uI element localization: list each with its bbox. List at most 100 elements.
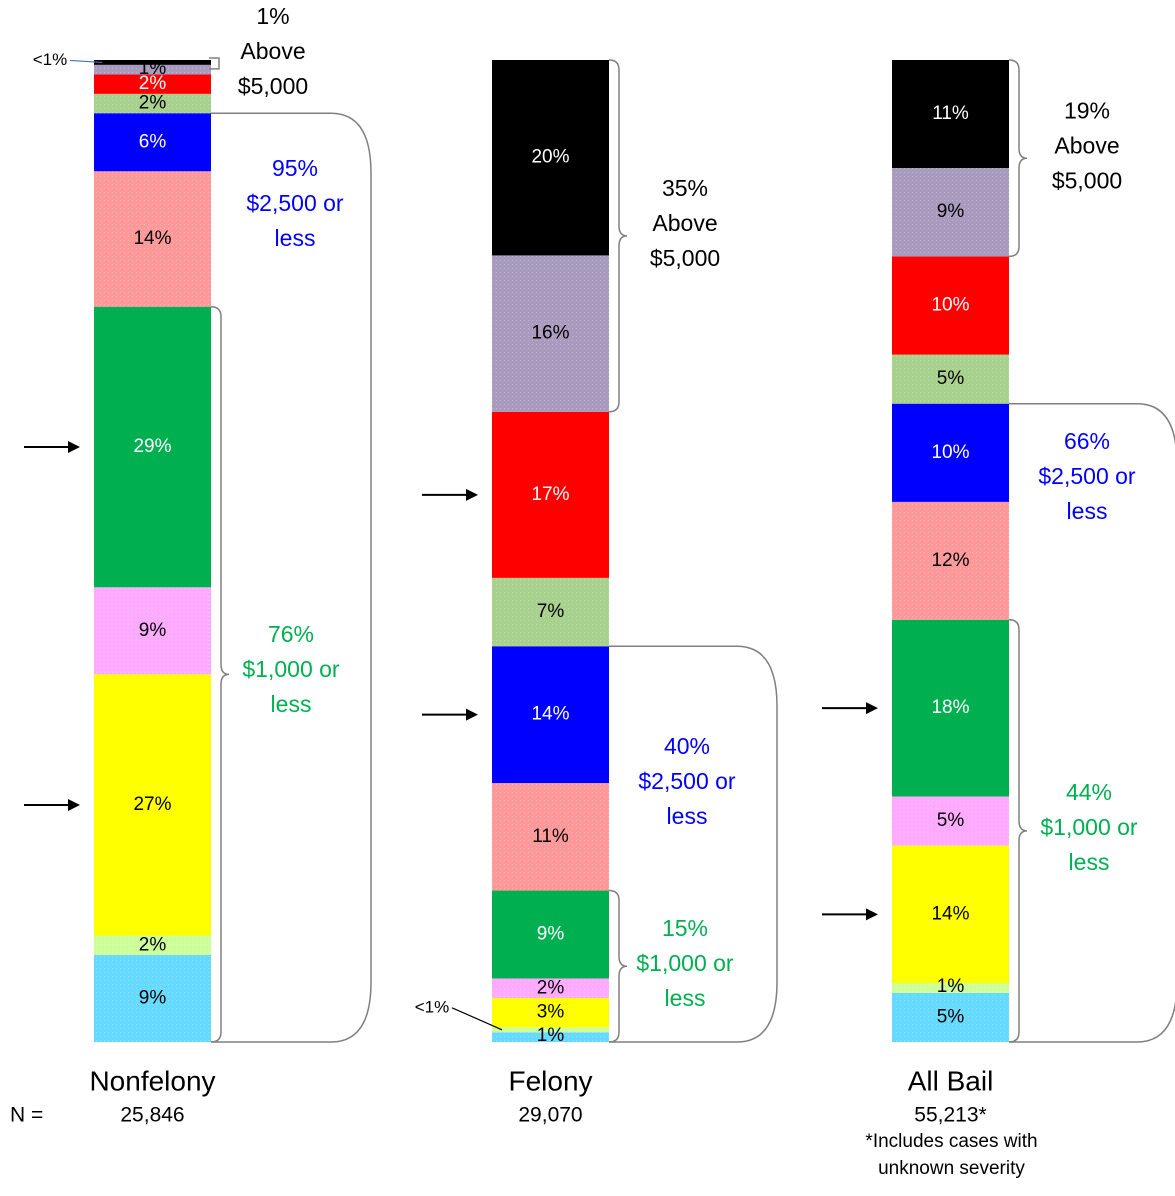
bracket-label: less: [667, 803, 708, 829]
bracket-label: 1%: [256, 3, 289, 29]
bar-segment-all-bail-6: [892, 403, 1009, 502]
segment-label: 27%: [133, 794, 171, 815]
bracket-label: $1,000 or: [636, 950, 734, 976]
segment-label: 10%: [931, 295, 969, 316]
segment-label: 7%: [537, 601, 565, 622]
segment-label: 1%: [139, 58, 167, 79]
bracket-label: 40%: [664, 733, 710, 759]
column-label: Nonfelony: [89, 1065, 215, 1096]
bar-segment-all-bail-4: [892, 619, 1009, 797]
segment-label: 10%: [931, 442, 969, 463]
bracket-label: $5,000: [238, 73, 308, 99]
bar-segment-all-bail-10: [892, 60, 1009, 169]
bar-texture: [492, 1032, 609, 1042]
segment-label: 18%: [931, 697, 969, 718]
bar-texture: [492, 978, 609, 999]
segment-label: 3%: [537, 1002, 565, 1023]
bar-segment-felony-8: [492, 411, 609, 578]
callout-line: [69, 59, 103, 64]
segment-label: 9%: [537, 924, 565, 945]
segment-label: 17%: [531, 484, 569, 505]
bracket-label: $5,000: [1052, 167, 1122, 193]
footnote-text: *Includes cases with: [865, 1131, 1037, 1152]
bar-texture: [94, 954, 211, 1042]
segment-label: 2%: [139, 93, 167, 114]
bracket-2-2: [1008, 618, 1028, 1043]
bracket-label: $2,500 or: [638, 768, 736, 794]
bar-texture: [94, 935, 211, 955]
bar-segment-nonfelony-4: [94, 306, 211, 588]
bracket-label: less: [1069, 849, 1110, 875]
pointer-arrow-head: [466, 488, 478, 501]
segment-label: 14%: [531, 704, 569, 725]
bar-segment-all-bail-8: [892, 256, 1009, 355]
bar-segment-nonfelony-8: [94, 74, 211, 94]
bracket-label: 66%: [1064, 428, 1110, 454]
segment-label: 5%: [937, 810, 965, 831]
bar-texture: [94, 171, 211, 307]
segment-label: 1%: [937, 976, 965, 997]
segment-label: 2%: [139, 934, 167, 955]
pointer-arrow-head: [466, 708, 478, 721]
pointer-arrow-head: [68, 440, 80, 453]
footnote-text: unknown severity: [878, 1158, 1025, 1179]
bracket-label: 95%: [272, 155, 318, 181]
bar-segment-all-bail-2: [892, 845, 1009, 984]
bracket-2-1: [1009, 402, 1175, 1043]
pointer-arrow-head: [866, 702, 878, 715]
bracket-label: less: [665, 985, 706, 1011]
bar-texture: [892, 992, 1009, 1042]
segment-label: 2%: [139, 73, 167, 94]
segment-label: 29%: [133, 436, 171, 457]
bracket-label: 19%: [1064, 97, 1110, 123]
bar-segment-felony-2: [492, 998, 609, 1028]
bracket-1-1: [609, 645, 778, 1043]
segment-label: 5%: [937, 1006, 965, 1027]
bracket-label: 35%: [662, 175, 708, 201]
segment-label: 9%: [139, 620, 167, 641]
segment-label: 11%: [932, 103, 969, 124]
bracket-1-0: [608, 59, 628, 413]
bar-texture: [94, 64, 211, 75]
bar-texture: [892, 168, 1009, 257]
bar-texture: [892, 501, 1009, 620]
segment-label: 11%: [532, 826, 569, 847]
bar-segment-felony-4: [492, 890, 609, 979]
segment-label: 6%: [139, 131, 167, 152]
bar-texture: [492, 577, 609, 647]
bar-texture: [94, 587, 211, 675]
bar-texture: [492, 783, 609, 891]
segment-label: 16%: [531, 323, 569, 344]
bracket-label: $5,000: [650, 245, 720, 271]
bar-segment-nonfelony-6: [94, 113, 211, 172]
segment-label: 20%: [531, 147, 569, 168]
bar-texture: [492, 1027, 609, 1033]
bar-texture: [492, 255, 609, 412]
segment-label: 9%: [937, 201, 965, 222]
pointer-arrow-head: [866, 908, 878, 921]
bracket-label: $1,000 or: [242, 656, 340, 682]
bar-texture: [892, 354, 1009, 404]
bar-texture: [892, 983, 1009, 993]
bracket-label: less: [271, 691, 312, 717]
segment-label: 5%: [937, 368, 965, 389]
bracket-0-0: [209, 57, 220, 70]
column-label: All Bail: [908, 1065, 994, 1096]
bar-segment-felony-6: [492, 646, 609, 784]
bracket-label: $1,000 or: [1040, 814, 1138, 840]
bracket-label: 76%: [268, 621, 314, 647]
bracket-label: 44%: [1066, 779, 1112, 805]
bar-segment-nonfelony-2: [94, 674, 211, 936]
column-n-value: 55,213*: [914, 1104, 986, 1127]
segment-label: 2%: [537, 977, 565, 998]
n-label: N =: [10, 1104, 43, 1127]
bracket-2-0: [1008, 59, 1028, 258]
bracket-label: $2,500 or: [1038, 463, 1136, 489]
segment-label: 9%: [139, 987, 167, 1008]
bar-texture: [94, 93, 211, 114]
segment-label-outside: <1%: [33, 50, 68, 69]
column-label: Felony: [508, 1065, 592, 1096]
callout-line: [451, 1007, 503, 1031]
bracket-label: Above: [1054, 132, 1119, 158]
